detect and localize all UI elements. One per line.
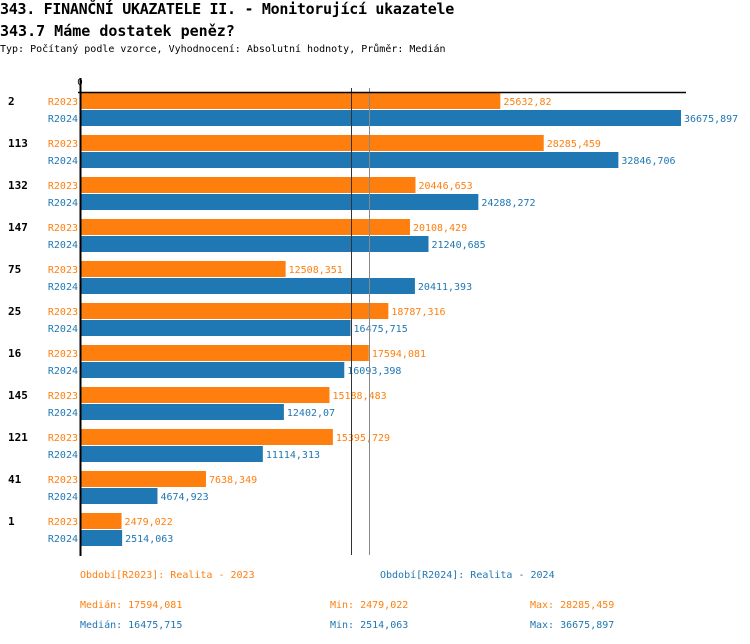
page-title: 343. FINANČNÍ UKAZATELE II. - Monitorují…	[0, 0, 455, 18]
indicator-info: Typ: Počítaný podle vzorce, Vyhodnocení:…	[0, 44, 446, 55]
bar-r2023	[81, 219, 410, 235]
series-label: R2024	[48, 240, 78, 251]
series-label: R2023	[48, 97, 78, 108]
stat-max-2024: Max: 36675,897	[530, 620, 615, 631]
bar-r2023	[81, 177, 416, 193]
data-label: 15395,729	[336, 433, 390, 444]
stat-min-2024: Min: 2514,063	[330, 620, 409, 631]
legend-r2023: Období[R2023]: Realita - 2023	[80, 570, 255, 581]
bar-r2023	[81, 471, 206, 487]
series-label: R2024	[48, 534, 78, 545]
bar-r2024	[81, 446, 263, 462]
data-label: 18787,316	[391, 307, 445, 318]
bar-r2023	[81, 345, 369, 361]
category-label: 121	[8, 431, 28, 444]
series-label: R2023	[48, 391, 78, 402]
category-label: 16	[8, 347, 22, 360]
data-label: 25632,82	[503, 97, 551, 108]
series-label: R2023	[48, 433, 78, 444]
data-label: 15188,483	[332, 391, 386, 402]
data-label: 20411,393	[418, 282, 472, 293]
series-label: R2024	[48, 492, 78, 503]
series-label: R2024	[48, 156, 78, 167]
series-label: R2023	[48, 307, 78, 318]
bar-r2024	[81, 404, 284, 420]
bar-r2024	[81, 488, 158, 504]
bar-r2024	[81, 278, 415, 294]
category-label: 132	[8, 179, 28, 192]
series-label: R2024	[48, 450, 78, 461]
category-label: 113	[8, 137, 28, 150]
bar-r2024	[81, 110, 681, 126]
data-label: 2479,022	[125, 517, 173, 528]
data-label: 28285,459	[547, 139, 601, 150]
category-label: 145	[8, 389, 28, 402]
data-label: 16093,398	[347, 366, 401, 377]
category-label: 2	[8, 95, 15, 108]
bar-r2024	[81, 320, 351, 336]
bar-r2024	[81, 194, 479, 210]
data-label: 32846,706	[621, 156, 675, 167]
data-label: 16475,715	[354, 324, 408, 335]
series-label: R2024	[48, 282, 78, 293]
data-label: 4674,923	[160, 492, 208, 503]
data-label: 2514,063	[125, 534, 173, 545]
category-label: 1	[8, 515, 15, 528]
data-label: 20446,653	[418, 181, 472, 192]
bar-r2023	[81, 93, 501, 109]
data-label: 36675,897	[684, 114, 738, 125]
stat-median-2024: Medián: 16475,715	[80, 620, 183, 631]
series-label: R2024	[48, 408, 78, 419]
bar-r2023	[81, 429, 333, 445]
series-label: R2023	[48, 349, 78, 360]
bar-r2024	[81, 530, 123, 546]
legend-r2024: Období[R2024]: Realita - 2024	[380, 570, 555, 581]
series-label: R2024	[48, 198, 78, 209]
bar-r2023	[81, 387, 330, 403]
bar-r2023	[81, 303, 389, 319]
data-label: 24288,272	[481, 198, 535, 209]
bar-r2024	[81, 236, 429, 252]
category-label: 147	[8, 221, 28, 234]
bar-r2023	[81, 135, 544, 151]
bar-chart: 02R202325632,82R202436675,897113R2023282…	[8, 78, 738, 556]
series-label: R2024	[48, 366, 78, 377]
series-label: R2024	[48, 114, 78, 125]
series-label: R2023	[48, 223, 78, 234]
bar-r2024	[81, 362, 345, 378]
bar-r2023	[81, 513, 122, 529]
series-label: R2024	[48, 324, 78, 335]
category-label: 25	[8, 305, 21, 318]
data-label: 7638,349	[209, 475, 257, 486]
data-label: 12402,07	[287, 408, 335, 419]
stat-median-2023: Medián: 17594,081	[80, 600, 183, 611]
data-label: 21240,685	[431, 240, 485, 251]
series-label: R2023	[48, 181, 78, 192]
series-label: R2023	[48, 475, 78, 486]
data-label: 17594,081	[372, 349, 426, 360]
category-label: 41	[8, 473, 22, 486]
series-label: R2023	[48, 139, 78, 150]
stat-min-2023: Min: 2479,022	[330, 600, 409, 611]
data-label: 20108,429	[413, 223, 467, 234]
data-label: 11114,313	[266, 450, 320, 461]
data-label: 12508,351	[289, 265, 343, 276]
bar-r2024	[81, 152, 619, 168]
category-label: 75	[8, 263, 21, 276]
stat-max-2023: Max: 28285,459	[530, 600, 615, 611]
indicator-title: 343.7 Máme dostatek peněz?	[0, 22, 235, 40]
series-label: R2023	[48, 517, 78, 528]
series-label: R2023	[48, 265, 78, 276]
bar-r2023	[81, 261, 286, 277]
